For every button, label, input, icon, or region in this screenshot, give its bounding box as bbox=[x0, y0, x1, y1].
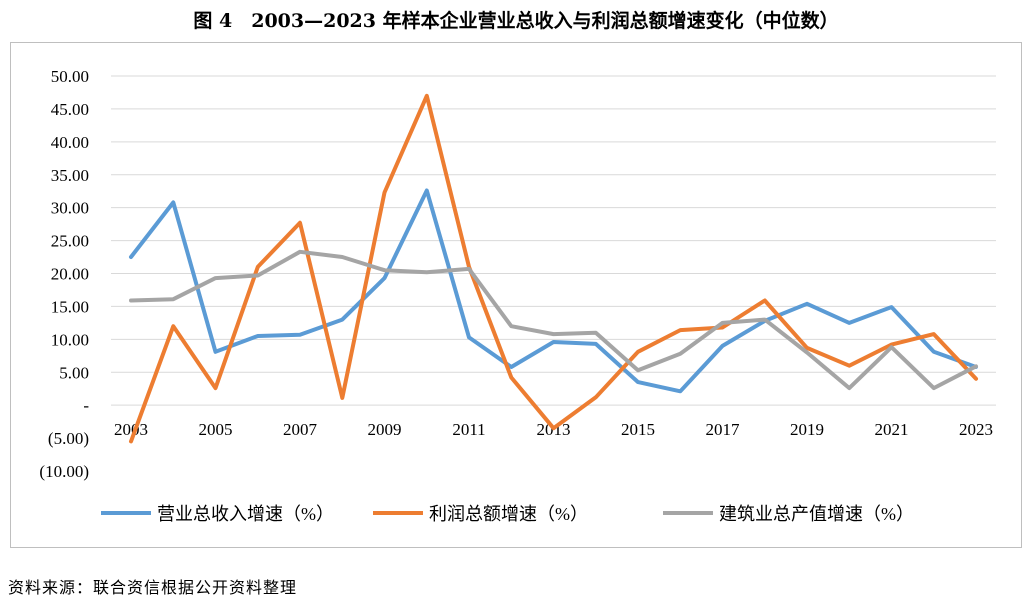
source-note: 资料来源：联合资信根据公开资料整理 bbox=[8, 578, 298, 597]
x-tick-label: 2011 bbox=[452, 420, 485, 439]
x-axis-labels: 2003 2005 2007 2009 2011 2013 2015 2017 2019 2021… bbox=[114, 420, 993, 439]
y-tick-label: 30.00 bbox=[51, 199, 89, 218]
x-tick-label: 2017 bbox=[706, 420, 741, 439]
y-axis-labels: 50.00 45.00 40.00 35.00 30.00 25.00 20.00 15.00… bbox=[39, 67, 89, 481]
y-tick-label: - bbox=[83, 396, 89, 415]
x-tick-label: 2015 bbox=[621, 420, 655, 439]
legend: 营业总收入增速（%） 利润总额增速（%） 建筑业总产值增速（%） bbox=[101, 504, 914, 524]
y-tick-label: 5.00 bbox=[59, 363, 89, 382]
x-tick-label: 2009 bbox=[368, 420, 402, 439]
y-tick-label: 35.00 bbox=[51, 166, 89, 185]
series-line bbox=[129, 249, 978, 391]
x-tick-label: 2003 bbox=[114, 420, 148, 439]
chart-frame: 50.00 45.00 40.00 35.00 30.00 25.00 20.00 15.00… bbox=[10, 42, 1022, 548]
chart-title: 图 4 2003—2023 年样本企业营业总收入与利润总额增速变化（中位数） bbox=[193, 10, 839, 32]
x-tick-label: 2023 bbox=[959, 420, 993, 439]
x-tick-label: 2019 bbox=[790, 420, 824, 439]
series-lines bbox=[129, 93, 978, 444]
y-tick-label: (5.00) bbox=[48, 429, 89, 448]
y-tick-label: 45.00 bbox=[51, 100, 89, 119]
x-tick-label: 2007 bbox=[283, 420, 318, 439]
line-chart: 50.00 45.00 40.00 35.00 30.00 25.00 20.00 15.00… bbox=[39, 67, 996, 524]
series-line bbox=[129, 188, 978, 394]
y-tick-label: 10.00 bbox=[51, 330, 89, 349]
y-tick-label: (10.00) bbox=[39, 462, 89, 481]
y-tick-label: 20.00 bbox=[51, 265, 89, 284]
grid-lines bbox=[111, 75, 996, 406]
y-tick-label: 40.00 bbox=[51, 133, 89, 152]
y-tick-label: 25.00 bbox=[51, 232, 89, 251]
x-tick-label: 2005 bbox=[199, 420, 233, 439]
x-tick-label: 2021 bbox=[875, 420, 909, 439]
legend-label: 建筑业总产值增速（%） bbox=[719, 504, 914, 524]
y-tick-label: 50.00 bbox=[51, 67, 89, 86]
legend-label: 利润总额增速（%） bbox=[429, 504, 588, 524]
series-line bbox=[129, 93, 978, 444]
legend-label: 营业总收入增速（%） bbox=[157, 504, 334, 524]
y-tick-label: 15.00 bbox=[51, 297, 89, 316]
